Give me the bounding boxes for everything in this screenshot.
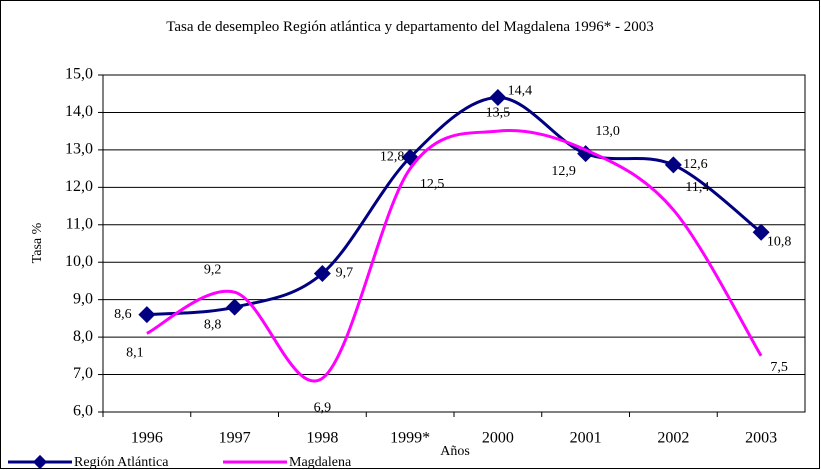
data-label: 11,4: [685, 180, 709, 195]
y-tick-label: 14,0: [65, 103, 93, 120]
data-label: 12,5: [420, 177, 445, 192]
data-label: 9,7: [336, 266, 354, 281]
y-tick-label: 10,0: [65, 253, 93, 270]
data-label: 12,6: [683, 157, 708, 172]
data-label: 12,9: [551, 164, 576, 179]
y-tick-label: 8,0: [73, 328, 93, 345]
line-0: [146, 95, 763, 317]
data-label: 6,9: [314, 401, 332, 416]
x-tick-label: 1997: [219, 430, 251, 447]
marker: [664, 156, 682, 174]
data-label: 8,8: [204, 317, 222, 332]
marker: [752, 223, 770, 241]
marker: [489, 88, 507, 106]
legend-marker: [32, 454, 48, 470]
x-tick-label: 2000: [482, 430, 514, 447]
plot-area: [102, 74, 806, 413]
line-1: [146, 129, 763, 383]
y-tick-label: 13,0: [65, 141, 93, 158]
y-tick-label: 6,0: [73, 403, 93, 420]
data-label: 10,8: [767, 234, 792, 249]
legend-label: Región Atlántica: [74, 455, 169, 470]
x-tick-label: 2002: [657, 430, 689, 447]
data-label: 12,8: [380, 150, 405, 165]
y-tick-label: 12,0: [65, 178, 93, 195]
data-label: 8,6: [114, 307, 132, 322]
chart-title: Tasa de desempleo Región atlántica y dep…: [166, 19, 654, 35]
data-label: 7,5: [770, 360, 788, 375]
x-tick-label: 2003: [745, 430, 777, 447]
legend-label: Magdalena: [289, 455, 352, 470]
y-tick-label: 7,0: [73, 365, 93, 382]
data-label: 9,2: [204, 262, 222, 277]
marker: [138, 306, 156, 324]
data-label: 8,1: [126, 346, 144, 361]
x-tick-label: 1998: [306, 430, 338, 447]
y-tick-label: 11,0: [66, 215, 93, 232]
data-label: 14,4: [508, 84, 533, 99]
y-tick-label: 15,0: [65, 66, 93, 83]
y-tick-label: 9,0: [73, 290, 93, 307]
x-tick-label: 1999*: [390, 430, 430, 447]
marker: [313, 264, 331, 282]
x-tick-label: 2001: [570, 430, 602, 447]
y-axis-label: Tasa %: [30, 222, 45, 263]
marker: [226, 298, 244, 316]
data-label: 13,0: [595, 124, 620, 139]
x-axis-label: Años: [440, 444, 470, 459]
x-tick-label: 1996: [131, 430, 163, 447]
data-label: 13,5: [486, 105, 511, 120]
